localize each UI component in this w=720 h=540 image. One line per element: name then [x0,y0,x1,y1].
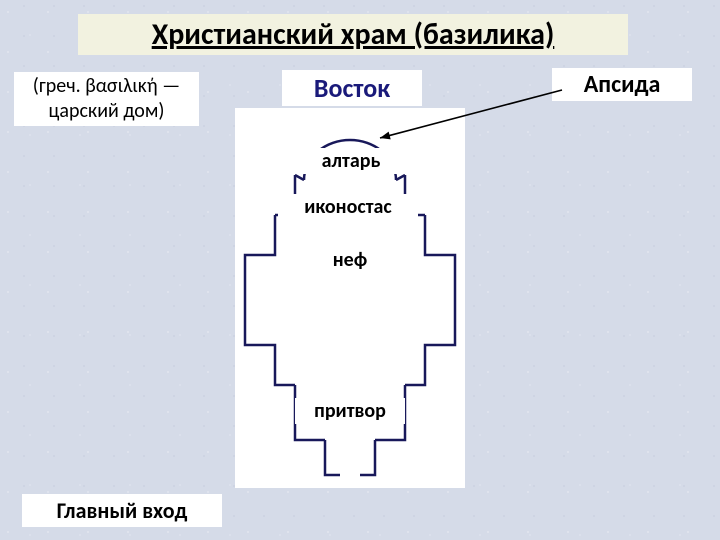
apse-arrow [370,80,570,150]
page-title: Христианский храм (базилика) [78,14,628,55]
etym-line1: (греч. βασιλική — [33,74,180,98]
altar-label: алтарь [296,148,406,174]
narthex-label: притвор [295,398,405,424]
etym-line2: царский дом) [49,99,165,123]
main-entrance-label: Главный вход [22,494,222,527]
nave-label: неф [315,247,385,273]
iconostasis-label: иконостас [278,194,418,220]
apse-label: Апсида [552,68,692,101]
etymology-box: (греч. βασιλική — царский дом) [14,72,199,126]
